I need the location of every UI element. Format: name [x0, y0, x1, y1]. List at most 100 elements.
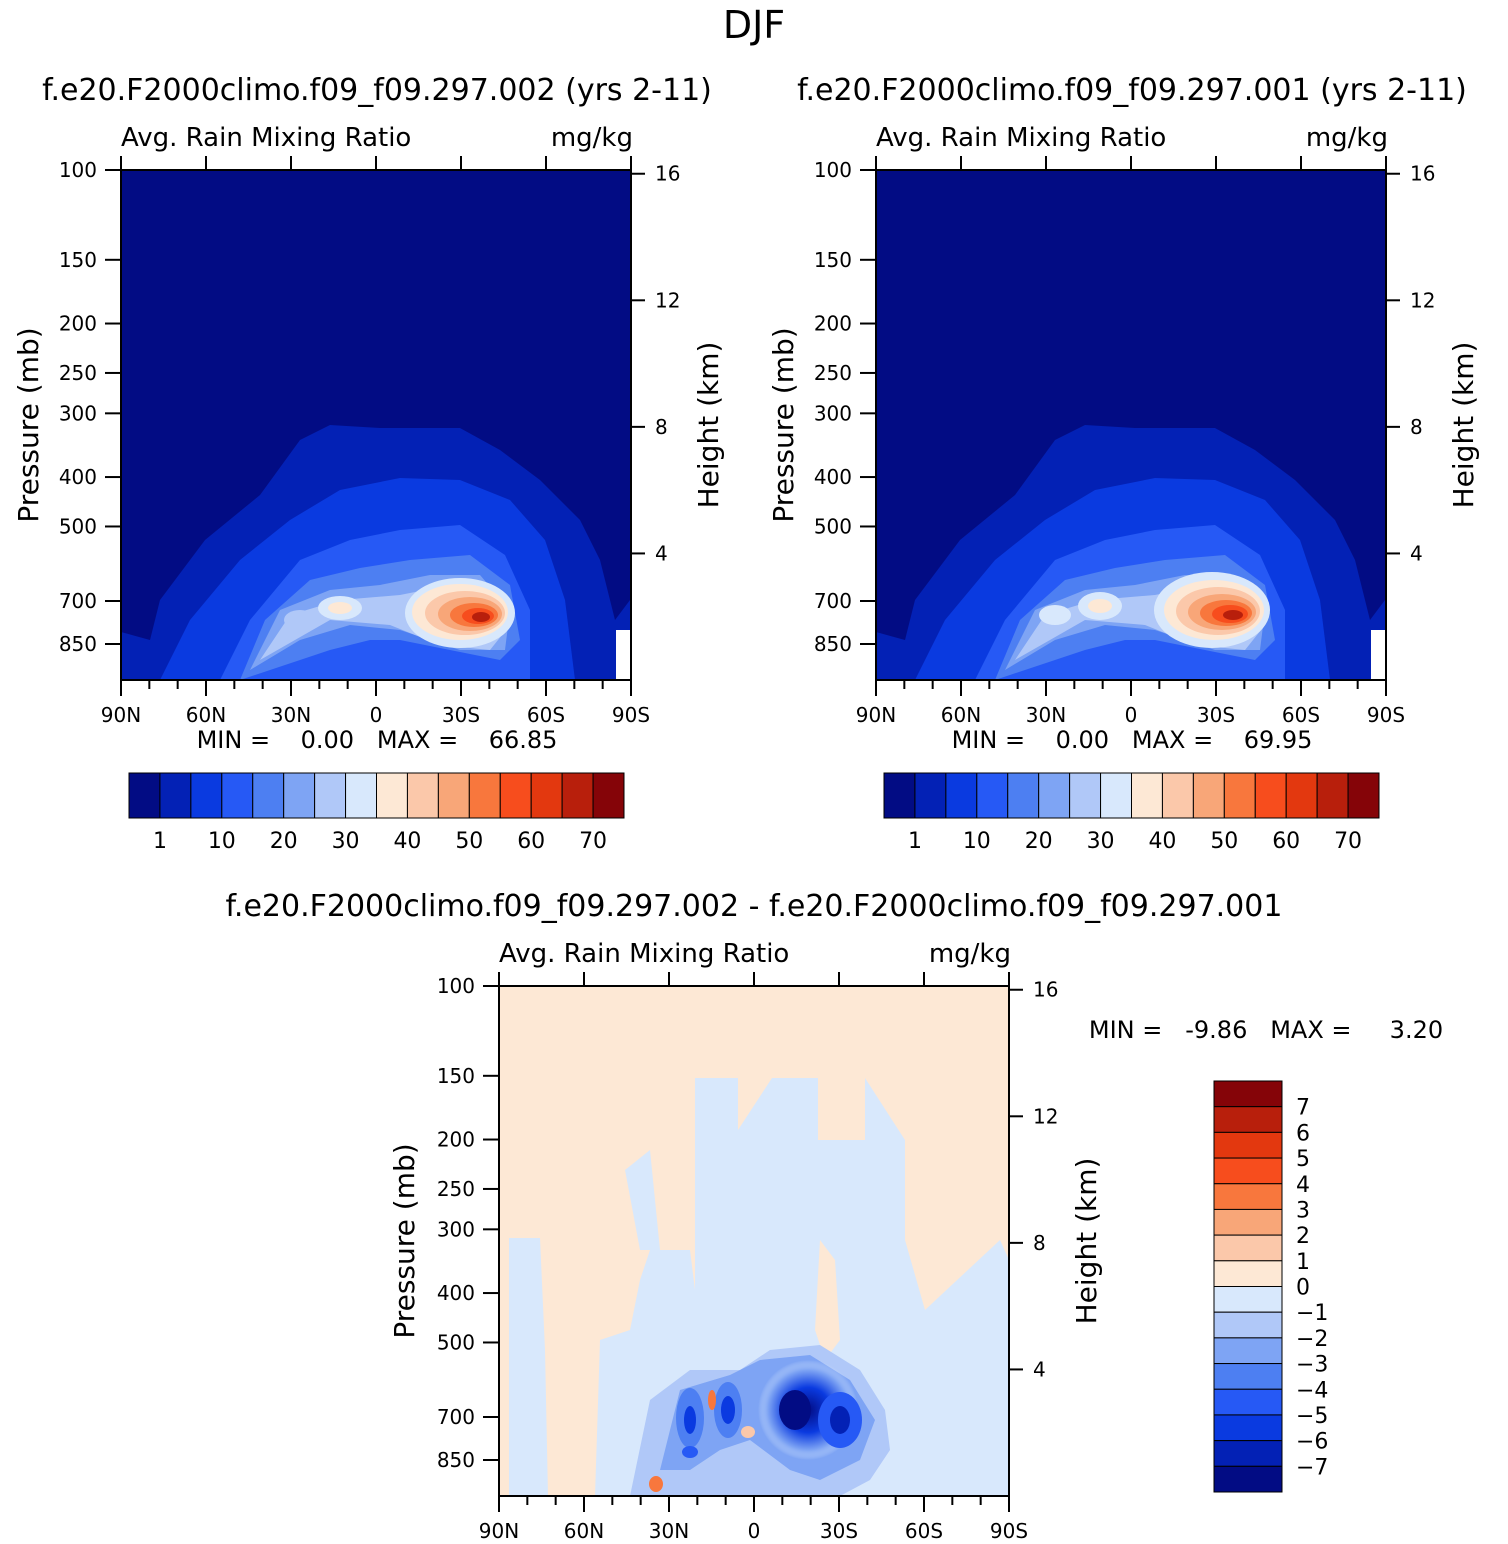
case2-colorbar-swatch: [914, 772, 947, 819]
case1-colorbar-swatch: [283, 772, 316, 819]
diff-y-tick-label: 500: [437, 1330, 475, 1354]
case2-y-tick-label: 300: [814, 401, 852, 425]
case1-y-right-tick-label: 16: [655, 162, 680, 186]
case2-colorbar-swatch: [1161, 772, 1194, 819]
case1-y-right-label: Height (km): [692, 342, 725, 509]
diff-y-tick-label: 400: [437, 1281, 475, 1305]
case2-contour-field: [876, 170, 1386, 680]
case1-colorbar-swatch: [190, 772, 223, 819]
case2-y-tick-label: 150: [814, 248, 852, 272]
diff-title: f.e20.F2000climo.f09_f09.297.002 - f.e20…: [226, 889, 1283, 924]
diff-colorbar-swatch: [1213, 1414, 1283, 1442]
case2-colorbar-swatch: [976, 772, 1009, 819]
case1-y-right-tick-label: 4: [655, 541, 668, 565]
diff-colorbar-label: 7: [1296, 1096, 1310, 1121]
diff-y-right-tick-label: 16: [1033, 978, 1058, 1002]
diff-var-label: Avg. Rain Mixing Ratio: [499, 939, 789, 969]
case2-y-tick-label: 250: [814, 361, 852, 385]
diff-colorbar-label: 0: [1296, 1276, 1310, 1301]
diff-colorbar-swatch: [1213, 1260, 1283, 1287]
case1-colorbar-label: 30: [332, 829, 360, 854]
case2-var-label: Avg. Rain Mixing Ratio: [876, 123, 1166, 153]
diff-y-right-tick-label: 8: [1033, 1231, 1046, 1255]
case2-y-tick-label: 850: [814, 632, 852, 656]
diff-colorbar-label: 5: [1296, 1147, 1310, 1172]
diff-y-right-label: Height (km): [1070, 1158, 1103, 1325]
case1-y-tick-label: 150: [59, 248, 97, 272]
case2-y-tick-label: 400: [814, 465, 852, 489]
case1-axes: 90N 60N 30N 0 30S 60S 90S 100 150 200 250 300 400 500…: [59, 156, 680, 727]
diff-y-right-tick-label: 12: [1033, 1104, 1058, 1128]
diff-colorbar-swatch: [1213, 1183, 1283, 1210]
diff-x-tick-label: 90N: [479, 1519, 519, 1543]
diff-colorbar-swatch: [1213, 1234, 1283, 1262]
diff-x-tick-label: 90S: [990, 1519, 1028, 1543]
case2-x-tick-label: 30S: [1197, 703, 1235, 727]
case2-colorbar-swatch: [883, 772, 916, 819]
case2-y-right-tick-label: 12: [1410, 288, 1435, 312]
case2-y-right-tick-label: 4: [1410, 541, 1423, 565]
case2-y-right-label: Height (km): [1447, 342, 1480, 509]
case2-x-tick-label: 60S: [1282, 703, 1320, 727]
case1-y-right-tick-label: 8: [655, 415, 668, 439]
case1-colorbar-label: 50: [455, 829, 483, 854]
case1-colorbar-swatch: [561, 772, 594, 819]
diff-y-tick-label: 100: [437, 974, 475, 998]
case2-x-tick-label: 90S: [1367, 703, 1405, 727]
diff-colorbar-label: 1: [1296, 1250, 1310, 1275]
diff-colorbar-label: −7: [1296, 1455, 1328, 1480]
case2-title: f.e20.F2000climo.f09_f09.297.001 (yrs 2-…: [797, 73, 1467, 108]
case1-colorbar-swatch: [592, 772, 625, 819]
case1-units-label: mg/kg: [551, 123, 633, 153]
diff-y-tick-label: 700: [437, 1405, 475, 1429]
diff-colorbar-label: 3: [1296, 1198, 1310, 1223]
case2-colorbar-swatch: [1316, 772, 1349, 819]
case2-colorbar-swatch: [945, 772, 978, 819]
diff-x-tick-label: 30N: [649, 1519, 689, 1543]
case1-y-tick-label: 300: [59, 401, 97, 425]
case2-colorbar-label: 70: [1334, 829, 1362, 854]
case2-y-right-tick-label: 16: [1410, 162, 1435, 186]
case2-colorbar-swatch: [1192, 772, 1225, 819]
case2-colorbar-swatch: [1347, 772, 1380, 819]
diff-y-tick-label: 150: [437, 1064, 475, 1088]
case1-colorbar-swatch: [221, 772, 254, 819]
case1-contour-field: [121, 170, 631, 680]
case1-y-tick-label: 500: [59, 514, 97, 538]
case1-y-label: Pressure (mb): [12, 327, 45, 522]
case2-colorbar-label: 60: [1272, 829, 1300, 854]
case2-colorbar-swatch: [1131, 772, 1163, 819]
case1-colorbar-label: 60: [517, 829, 545, 854]
case2-colorbar-swatch: [1038, 772, 1071, 819]
case1-colorbar-swatch: [159, 772, 192, 819]
case2-colorbar-swatch: [1100, 772, 1132, 819]
diff-colorbar-swatch: [1213, 1311, 1283, 1339]
case1-colorbar-swatch: [530, 772, 563, 819]
case2-y-tick-label: 100: [814, 158, 852, 182]
case2-colorbar-label: 20: [1025, 829, 1053, 854]
diff-y-label: Pressure (mb): [388, 1143, 421, 1338]
diff-colorbar-swatch: [1213, 1465, 1283, 1493]
case1-colorbar-label: 10: [208, 829, 236, 854]
case2-colorbar-swatch: [1069, 772, 1102, 819]
diff-colorbar-swatch: [1213, 1286, 1283, 1313]
case1-y-tick-label: 700: [59, 589, 97, 613]
case2-colorbar-label: 10: [963, 829, 991, 854]
diff-colorbar-label: −4: [1296, 1378, 1328, 1403]
diff-colorbar-swatch: [1213, 1337, 1283, 1365]
case1-x-tick-label: 30N: [271, 703, 311, 727]
case1-colorbar-swatch: [468, 772, 501, 819]
case2-colorbar: 1 10 20 30 40 50 60 70: [883, 772, 1380, 854]
case1-y-right-tick-label: 12: [655, 288, 680, 312]
case2-x-tick-label: 0: [1125, 703, 1138, 727]
case1-y-tick-label: 200: [59, 312, 97, 336]
case2-y-tick-label: 200: [814, 312, 852, 336]
case1-y-tick-label: 250: [59, 361, 97, 385]
case1-colorbar-swatch: [406, 772, 439, 819]
case2-missing-area: [1371, 630, 1386, 680]
case1-y-tick-label: 850: [59, 632, 97, 656]
diff-colorbar-label: −5: [1296, 1404, 1328, 1429]
case2-units-label: mg/kg: [1306, 123, 1388, 153]
